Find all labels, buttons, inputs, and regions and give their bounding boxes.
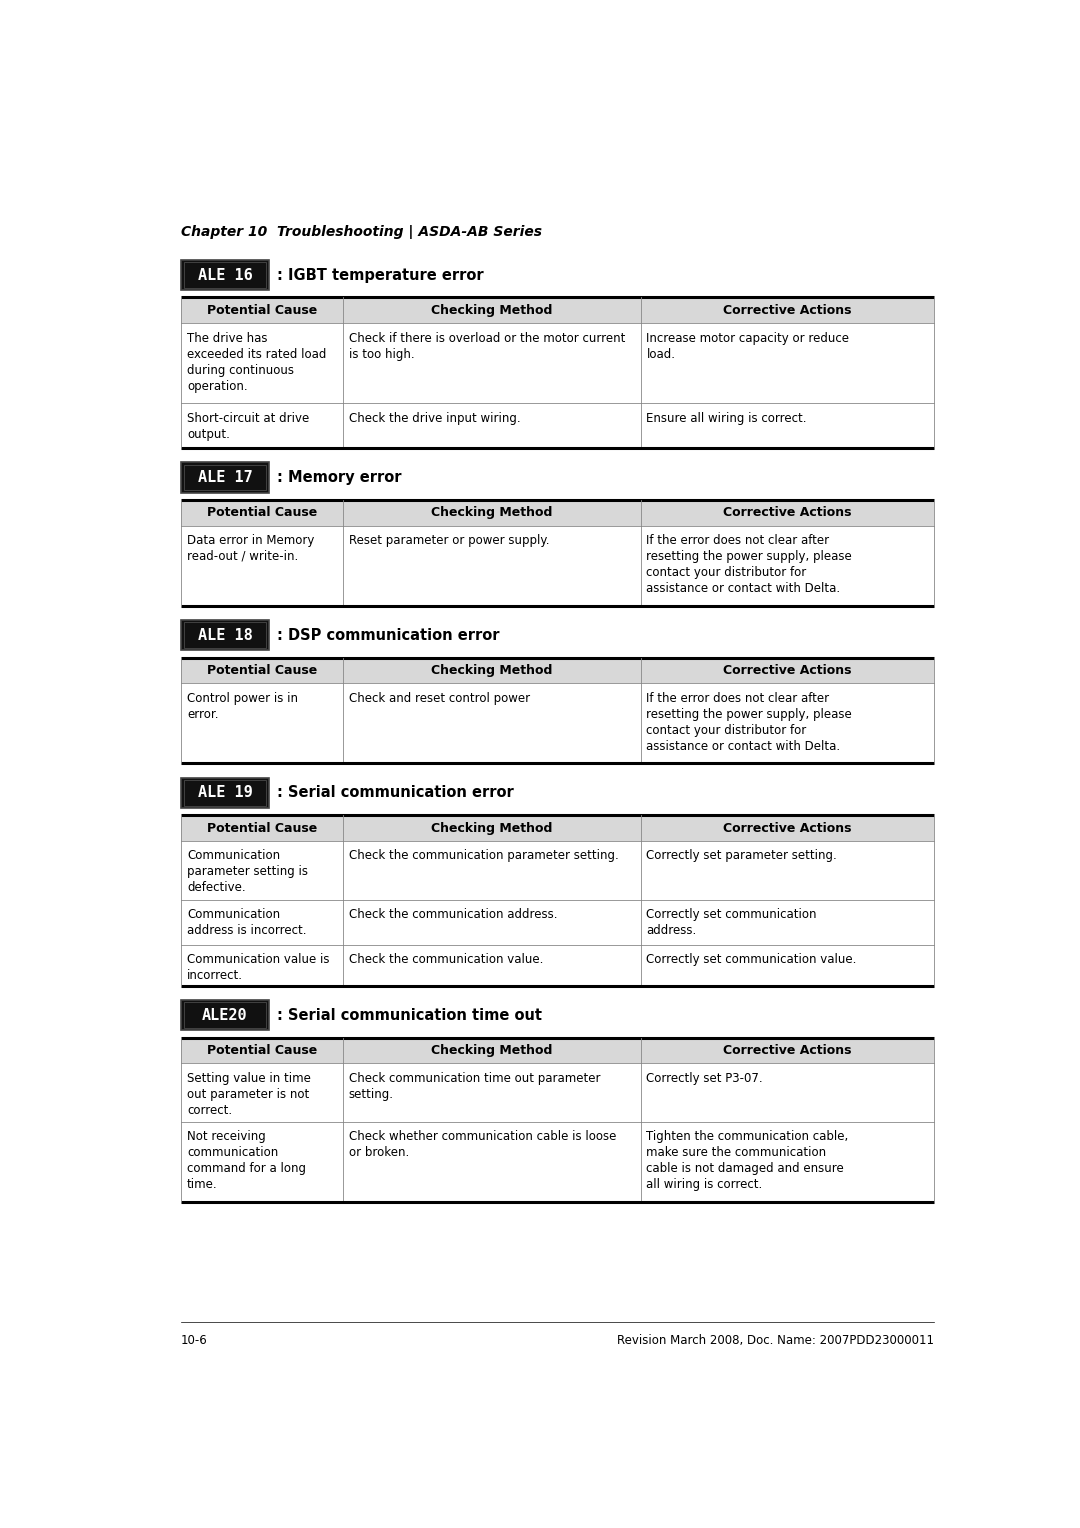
Bar	[181, 461, 269, 494]
Bar	[184, 465, 267, 490]
Text: Checking Method: Checking Method	[431, 665, 553, 677]
Text: Setting value in time
out parameter is not
correct.: Setting value in time out parameter is n…	[187, 1071, 311, 1117]
Text: Communication
address is incorrect.: Communication address is incorrect.	[187, 908, 307, 937]
Text: Checking Method: Checking Method	[431, 822, 553, 834]
Bar	[184, 622, 267, 648]
Bar	[181, 1038, 934, 1063]
Bar	[181, 778, 269, 808]
Text: Tighten the communication cable,
make sure the communication
cable is not damage: Tighten the communication cable, make su…	[647, 1131, 849, 1192]
Text: Revision March 2008, Doc. Name: 2007PDD23000011: Revision March 2008, Doc. Name: 2007PDD2…	[618, 1334, 934, 1348]
Bar	[184, 779, 267, 805]
Bar	[184, 1002, 267, 1028]
Text: Potential Cause: Potential Cause	[207, 506, 318, 520]
Text: Short-circuit at drive
output.: Short-circuit at drive output.	[187, 411, 309, 440]
Bar	[184, 263, 267, 289]
Bar	[181, 620, 269, 651]
Text: ALE20: ALE20	[202, 1007, 247, 1022]
Text: The drive has
exceeded its rated load
during continuous
operation.: The drive has exceeded its rated load du…	[187, 332, 326, 393]
Text: ALE 19: ALE 19	[198, 785, 253, 801]
Text: Data error in Memory
read-out / write-in.: Data error in Memory read-out / write-in…	[187, 533, 314, 562]
Text: Correctly set communication value.: Correctly set communication value.	[647, 953, 856, 966]
Text: : IGBT temperature error: : IGBT temperature error	[278, 267, 484, 283]
Text: : Memory error: : Memory error	[278, 471, 402, 484]
Text: Check the drive input wiring.: Check the drive input wiring.	[349, 411, 521, 425]
Text: 10-6: 10-6	[181, 1334, 207, 1348]
Text: Check and reset control power: Check and reset control power	[349, 692, 530, 704]
Text: If the error does not clear after
resetting the power supply, please
contact you: If the error does not clear after resett…	[647, 533, 852, 594]
Text: Corrective Actions: Corrective Actions	[724, 665, 852, 677]
Bar	[181, 814, 934, 840]
Text: Communication
parameter setting is
defective.: Communication parameter setting is defec…	[187, 850, 308, 894]
Text: ALE 17: ALE 17	[198, 471, 253, 484]
Bar	[181, 999, 269, 1030]
Text: Checking Method: Checking Method	[431, 304, 553, 316]
Text: Potential Cause: Potential Cause	[207, 304, 318, 316]
Text: Not receiving
communication
command for a long
time.: Not receiving communication command for …	[187, 1131, 306, 1192]
Text: Correctly set parameter setting.: Correctly set parameter setting.	[647, 850, 837, 862]
Text: ALE 18: ALE 18	[198, 628, 253, 643]
Text: Potential Cause: Potential Cause	[207, 1044, 318, 1057]
Text: Checking Method: Checking Method	[431, 1044, 553, 1057]
Text: Check communication time out parameter
setting.: Check communication time out parameter s…	[349, 1071, 600, 1100]
Text: Checking Method: Checking Method	[431, 506, 553, 520]
Text: Increase motor capacity or reduce
load.: Increase motor capacity or reduce load.	[647, 332, 849, 361]
Text: Chapter 10  Troubleshooting | ASDA-AB Series: Chapter 10 Troubleshooting | ASDA-AB Ser…	[181, 225, 542, 238]
Text: If the error does not clear after
resetting the power supply, please
contact you: If the error does not clear after resett…	[647, 692, 852, 753]
Text: Communication value is
incorrect.: Communication value is incorrect.	[187, 953, 329, 983]
Text: Correctly set P3-07.: Correctly set P3-07.	[647, 1071, 764, 1085]
Text: Potential Cause: Potential Cause	[207, 665, 318, 677]
Text: Ensure all wiring is correct.: Ensure all wiring is correct.	[647, 411, 807, 425]
Text: Reset parameter or power supply.: Reset parameter or power supply.	[349, 533, 550, 547]
Text: Check the communication parameter setting.: Check the communication parameter settin…	[349, 850, 619, 862]
Text: Corrective Actions: Corrective Actions	[724, 1044, 852, 1057]
Text: ALE 16: ALE 16	[198, 267, 253, 283]
Text: Potential Cause: Potential Cause	[207, 822, 318, 834]
Bar	[181, 500, 934, 526]
Bar	[181, 260, 269, 290]
Text: Corrective Actions: Corrective Actions	[724, 506, 852, 520]
Text: Check the communication value.: Check the communication value.	[349, 953, 543, 966]
Bar	[181, 298, 934, 324]
Text: : DSP communication error: : DSP communication error	[278, 628, 500, 643]
Text: : Serial communication time out: : Serial communication time out	[278, 1007, 542, 1022]
Bar	[181, 657, 934, 683]
Text: Check whether communication cable is loose
or broken.: Check whether communication cable is loo…	[349, 1131, 617, 1160]
Text: Check if there is overload or the motor current
is too high.: Check if there is overload or the motor …	[349, 332, 625, 361]
Text: : Serial communication error: : Serial communication error	[278, 785, 514, 801]
Text: Correctly set communication
address.: Correctly set communication address.	[647, 908, 816, 937]
Text: Corrective Actions: Corrective Actions	[724, 304, 852, 316]
Text: Check the communication address.: Check the communication address.	[349, 908, 557, 921]
Text: Control power is in
error.: Control power is in error.	[187, 692, 298, 721]
Text: Corrective Actions: Corrective Actions	[724, 822, 852, 834]
